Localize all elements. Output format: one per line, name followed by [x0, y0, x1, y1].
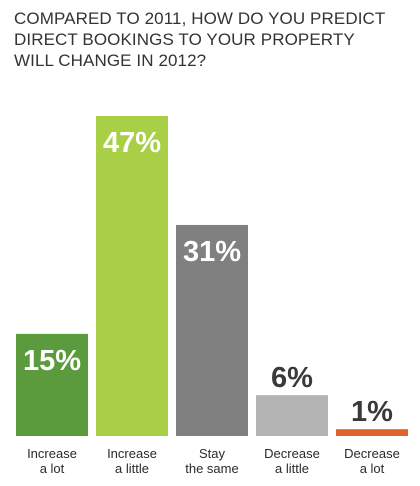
category-label-decrease-a-little: Decrease a little	[264, 446, 320, 476]
value-label-increase-a-little: 47%	[103, 127, 161, 159]
category-label-stay-the-same: Stay the same	[185, 446, 238, 476]
category-label-decrease-a-lot: Decrease a lot	[344, 446, 400, 476]
chart-title-line-2: DIRECT BOOKINGS TO YOUR PROPERTY	[14, 30, 355, 49]
chart-title-line-1: COMPARED TO 2011, HOW DO YOU PREDICT	[14, 9, 386, 28]
value-label-decrease-a-little: 6%	[271, 362, 313, 394]
category-label-increase-a-little: Increase a little	[107, 446, 157, 476]
value-label-decrease-a-lot: 1%	[351, 396, 393, 428]
value-label-increase-a-lot: 15%	[23, 345, 81, 377]
value-label-stay-the-same: 31%	[183, 236, 241, 268]
bar-decrease-a-lot	[336, 429, 408, 436]
bar-increase-a-little	[96, 116, 168, 436]
bar-increase-a-lot	[16, 333, 88, 436]
category-label-increase-a-lot: Increase a lot	[27, 446, 77, 476]
chart-title-line-3: WILL CHANGE IN 2012?	[14, 51, 207, 70]
bar-decrease-a-little	[256, 395, 328, 436]
chart-title: COMPARED TO 2011, HOW DO YOU PREDICT DIR…	[14, 8, 410, 71]
bar-stay-the-same	[176, 224, 248, 436]
